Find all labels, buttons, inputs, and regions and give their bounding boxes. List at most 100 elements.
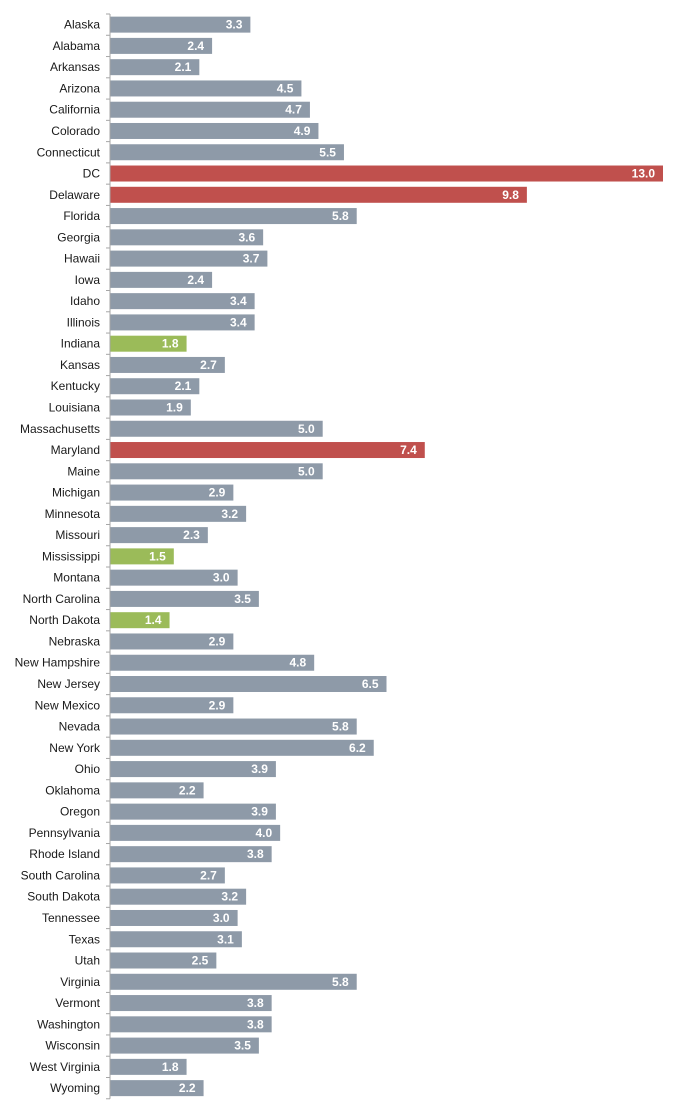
bar-vermont [110,995,272,1012]
category-label-indiana: Indiana [61,337,101,351]
value-label-rhode-island: 3.8 [247,847,264,861]
value-label-iowa: 2.4 [187,273,204,287]
value-label-kansas: 2.7 [200,358,217,372]
category-label-texas: Texas [69,932,100,946]
bar-washington [110,1016,272,1033]
value-label-kentucky: 2.1 [175,379,192,393]
category-label-connecticut: Connecticut [37,145,101,159]
value-label-arizona: 4.5 [277,81,294,95]
category-label-delaware: Delaware [49,188,100,202]
bar-new-york [110,739,374,756]
value-label-connecticut: 5.5 [319,145,336,159]
value-label-arkansas: 2.1 [175,60,192,74]
bar-wisconsin [110,1037,259,1054]
bar-nebraska [110,633,234,650]
category-label-south-dakota: South Dakota [27,890,100,904]
value-label-alaska: 3.3 [226,18,243,32]
category-label-georgia: Georgia [57,230,100,244]
value-label-north-dakota: 1.4 [145,613,162,627]
bar-kansas [110,356,225,373]
category-label-montana: Montana [53,571,100,585]
value-label-florida: 5.8 [332,209,349,223]
bar-michigan [110,484,234,501]
bar-georgia [110,229,264,246]
category-label-west-virginia: West Virginia [30,1060,101,1074]
bar-kentucky [110,378,200,395]
value-label-new-york: 6.2 [349,741,366,755]
bar-colorado [110,122,319,139]
category-label-alaska: Alaska [64,18,100,32]
bar-north-carolina [110,590,259,607]
bar-oregon [110,803,276,820]
category-label-rhode-island: Rhode Island [29,847,100,861]
bar-new-hampshire [110,654,315,671]
bar-indiana [110,335,187,352]
bar-massachusetts [110,420,323,437]
value-label-indiana: 1.8 [162,337,179,351]
value-label-minnesota: 3.2 [221,507,238,521]
value-label-missouri: 2.3 [183,528,200,542]
value-label-illinois: 3.4 [230,315,247,329]
category-label-dc: DC [83,167,101,181]
bar-minnesota [110,505,247,522]
bar-florida [110,208,357,225]
bar-iowa [110,271,213,288]
category-label-ohio: Ohio [75,762,101,776]
bar-oklahoma [110,782,204,799]
bars-layer [110,16,663,1097]
value-labels-layer: 3.3 2.4 2.1 4.5 4.7 4.9 5.5 13.0 9.8 5.8 3.6 3.7 2.4… [145,18,655,1096]
bar-rhode-island [110,846,272,863]
category-label-massachusetts: Massachusetts [20,422,100,436]
category-label-michigan: Michigan [52,486,100,500]
value-label-vermont: 3.8 [247,996,264,1010]
value-label-colorado: 4.9 [294,124,311,138]
bar-hawaii [110,250,268,267]
category-label-nevada: Nevada [59,720,101,734]
y-axis [106,13,111,1100]
category-label-kentucky: Kentucky [51,379,100,393]
value-label-washington: 3.8 [247,1017,264,1031]
bar-dc [110,165,663,182]
bar-utah [110,952,217,969]
value-label-delaware: 9.8 [502,188,519,202]
value-label-north-carolina: 3.5 [234,592,251,606]
category-label-new-jersey: New Jersey [37,677,100,691]
category-label-hawaii: Hawaii [64,252,100,266]
bar-south-carolina [110,867,225,884]
category-label-arizona: Arizona [59,81,100,95]
value-label-texas: 3.1 [217,932,234,946]
value-label-california: 4.7 [285,103,302,117]
bar-montana [110,569,238,586]
bar-west-virginia [110,1058,187,1075]
category-label-minnesota: Minnesota [45,507,101,521]
bar-idaho [110,293,255,310]
value-label-idaho: 3.4 [230,294,247,308]
category-label-oregon: Oregon [60,805,100,819]
value-label-new-mexico: 2.9 [209,698,226,712]
value-label-mississippi: 1.5 [149,549,166,563]
bar-south-dakota [110,888,247,905]
value-label-georgia: 3.6 [238,230,255,244]
category-label-washington: Washington [37,1017,100,1031]
category-label-mississippi: Mississippi [42,549,100,563]
category-label-maine: Maine [67,464,100,478]
bar-maine [110,463,323,480]
category-label-alabama: Alabama [53,39,101,53]
category-labels-layer: Alaska Alabama Arkansas Arizona California Co… [15,18,101,1096]
bar-arizona [110,80,302,97]
bar-new-jersey [110,676,387,692]
bar-maryland [110,442,425,459]
category-label-virginia: Virginia [60,975,100,989]
value-label-massachusetts: 5.0 [298,422,315,436]
bar-alaska [110,16,251,33]
bar-california [110,101,310,118]
category-label-colorado: Colorado [51,124,100,138]
bar-new-mexico [110,697,234,714]
category-label-nebraska: Nebraska [49,634,101,648]
category-label-maryland: Maryland [51,443,100,457]
category-label-new-mexico: New Mexico [35,698,101,712]
category-label-pennsylvania: Pennsylvania [29,826,101,840]
value-label-tennessee: 3.0 [213,911,230,925]
category-label-wyoming: Wyoming [50,1081,100,1095]
